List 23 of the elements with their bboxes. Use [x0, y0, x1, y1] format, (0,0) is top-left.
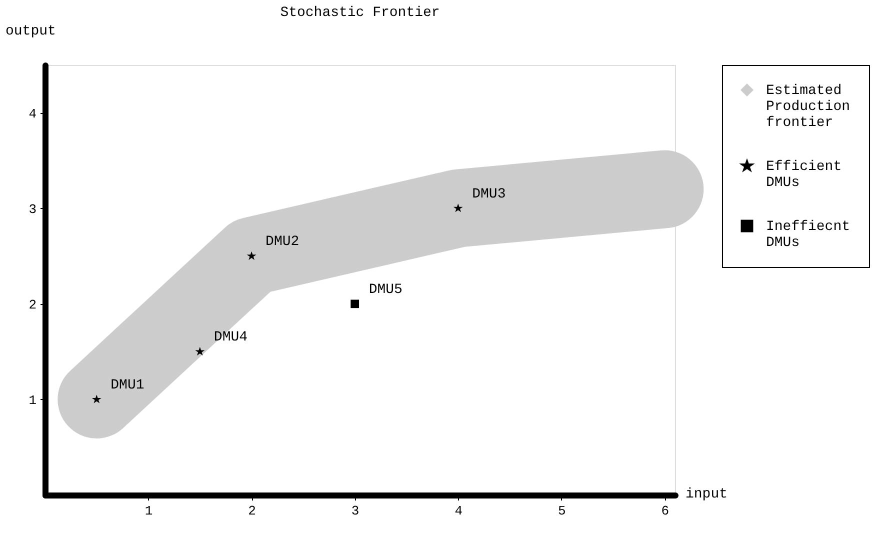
annotation: DMU2: [266, 234, 300, 250]
annotation: DMU3: [472, 186, 506, 202]
annotation: DMU5: [368, 282, 402, 298]
annotation: DMU1: [110, 377, 144, 394]
x-tick-label: 4: [454, 504, 463, 518]
x-axis-title: input: [686, 486, 728, 502]
y-tick-label: 1: [28, 392, 37, 408]
y-tick-label: 2: [28, 297, 36, 312]
legend-label: Efficient DMUs: [766, 159, 842, 191]
y-tick-label: 4: [28, 106, 37, 122]
x-tick-label: 5: [558, 504, 566, 518]
x-tick-label: 1: [144, 504, 153, 518]
x-tick-label: 6: [661, 504, 670, 518]
legend-label: Estimated Production frontier: [766, 83, 850, 131]
point: [195, 346, 205, 356]
annotation: DMU4: [214, 330, 248, 346]
y-axis-title: output: [6, 24, 56, 40]
x-tick-label: 2: [248, 504, 256, 518]
y-tick-label: 3: [28, 202, 36, 217]
x-tick-label: 3: [351, 504, 360, 518]
point: [350, 300, 360, 308]
legend-label: Ineffiecnt DMUs: [766, 219, 850, 251]
chart-title: Stochastic Frontier: [280, 5, 440, 21]
